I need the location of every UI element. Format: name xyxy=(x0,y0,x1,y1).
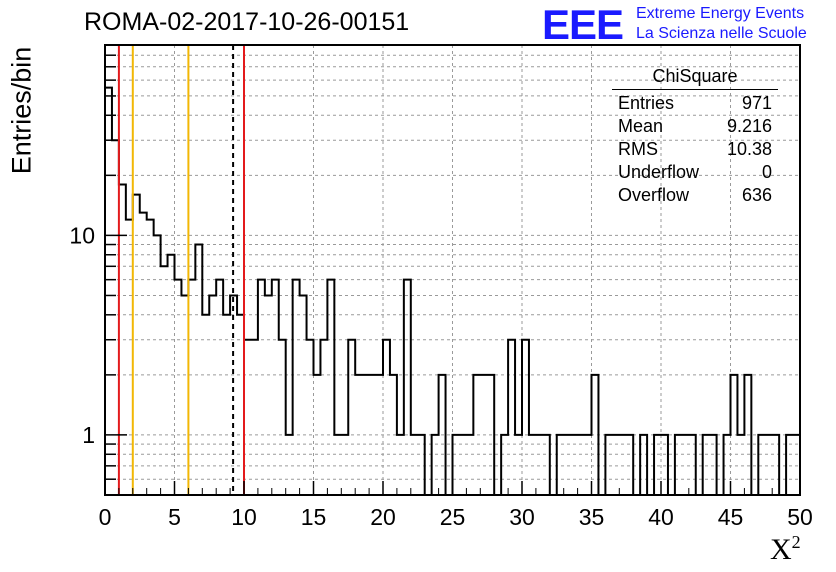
stats-title: ChiSquare xyxy=(612,66,778,90)
logo-line-2: La Scienza nelle Scuole xyxy=(636,25,807,42)
stats-box: ChiSquare Entries 971 Mean 9.216 RMS 10.38 … xyxy=(612,66,778,207)
stats-row-entries: Entries 971 xyxy=(618,93,772,113)
chart-title: ROMA-02-2017-10-26-00151 xyxy=(84,8,410,36)
x-tick-label: 25 xyxy=(440,504,466,530)
stats-row-underflow: Underflow 0 xyxy=(618,162,772,182)
histogram-series xyxy=(105,86,800,495)
x-tick-label: 15 xyxy=(301,504,327,530)
x-tick-label: 0 xyxy=(99,504,112,530)
eee-logo: EEE xyxy=(542,1,624,48)
stats-row-rms: RMS 10.38 xyxy=(618,139,772,159)
stats-row-overflow: Overflow 636 xyxy=(618,185,772,205)
y-tick-label: 10 xyxy=(69,222,95,248)
x-tick-label: 5 xyxy=(168,504,181,530)
y-axis-label: Entries/bin xyxy=(6,46,37,175)
x-tick-label: 10 xyxy=(231,504,257,530)
y-tick-label: 1 xyxy=(82,422,95,448)
x-tick-label: 50 xyxy=(787,504,813,530)
logo-line-1: Extreme Energy Events xyxy=(636,5,805,22)
x-tick-label: 45 xyxy=(718,504,744,530)
x-axis-label: X2 xyxy=(770,532,801,566)
stats-row-mean: Mean 9.216 xyxy=(618,116,772,136)
x-tick-label: 30 xyxy=(509,504,535,530)
x-tick-label: 20 xyxy=(370,504,396,530)
x-tick-label: 40 xyxy=(648,504,674,530)
x-tick-label: 35 xyxy=(579,504,605,530)
